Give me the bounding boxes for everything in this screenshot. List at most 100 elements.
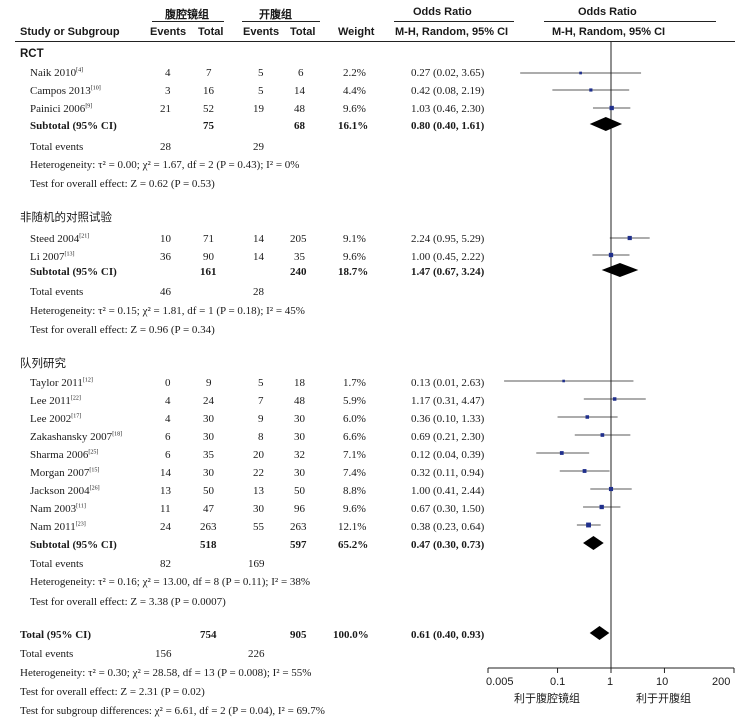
weight: 9.1% [343,233,366,245]
weight-col-header: Weight [338,26,375,38]
or-ci: 0.42 (0.08, 2.19) [411,85,485,97]
total-events2: 169 [248,558,265,570]
events2: 20 [253,449,264,461]
or-ci: 0.36 (0.10, 1.33) [411,413,485,425]
weight: 7.4% [343,467,366,479]
subtotal-ci: 0.80 (0.40, 1.61) [411,120,485,132]
events2: 5 [258,377,264,389]
total-events-label: Total events [30,558,84,570]
subtotal-diamond [601,263,639,277]
or-ci: 0.38 (0.23, 0.64) [411,521,485,533]
point-estimate-marker [559,451,564,455]
events2: 8 [258,431,264,443]
total-events1: 82 [160,558,171,570]
subtotal-diamond [583,536,604,550]
events2: 5 [258,85,264,97]
study-ref: [18] [112,431,123,438]
study-ref: [10] [90,85,101,92]
events1-col-header: Events [150,26,187,38]
subtotal-ci: 1.47 (0.67, 3.24) [411,266,485,278]
point-estimate-marker [608,486,614,492]
total2: 6 [298,67,304,79]
events2: 22 [253,467,264,479]
subtotal-label: Subtotal (95% CI) [30,539,117,551]
total1: 52 [203,103,214,115]
events2: 5 [258,67,264,79]
odds-ratio-header-right: Odds Ratio [578,6,637,18]
study-ref: [13] [64,251,75,258]
study-name: Steed 2004 [30,233,80,245]
study-ref: [17] [71,413,82,420]
study-name: Taylor 2011 [30,377,83,389]
overall-ci: 0.61 (0.40, 0.93) [411,629,485,641]
events1: 14 [160,467,171,479]
point-estimate-marker [579,71,582,75]
total-events2: 28 [253,286,264,298]
study-name: Nam 2003 [30,503,77,515]
point-estimate-marker [585,415,590,419]
events2: 19 [253,103,264,115]
method-left-col-header: M-H, Random, 95% CI [395,26,509,38]
or-ci: 0.32 (0.11, 0.94) [411,467,484,479]
total2: 18 [294,377,305,389]
study-name: Morgan 2007 [30,467,90,479]
study-name: Campos 2013 [30,85,91,97]
total2: 30 [294,467,305,479]
or-ci: 0.69 (0.21, 2.30) [411,431,485,443]
section-title: RCT [20,48,44,60]
header-bottom-rule [15,41,735,42]
overall-events-label: Total events [20,648,74,660]
or-ci: 1.00 (0.45, 2.22) [411,251,485,263]
overall-events1: 156 [155,648,172,660]
total1: 30 [203,467,214,479]
study-name: Naik 2010 [30,67,77,79]
events1: 4 [165,395,171,407]
point-estimate-marker [608,252,614,258]
overall-total2: 905 [290,629,307,641]
point-estimate-marker [589,88,593,92]
total2: 263 [290,521,307,533]
axis-tick-label: 10 [656,676,669,688]
subgroup-differences: Test for subgroup differences: χ² = 6.61… [20,705,325,717]
total2: 32 [294,449,305,461]
total1: 90 [203,251,214,263]
subtotal-weight: 18.7% [338,266,369,278]
point-estimate-marker [562,379,565,383]
total1-col-header: Total [198,26,224,38]
study-ref: [22] [70,395,81,402]
study-ref: [26] [89,485,100,492]
overall-effect-test: Test for overall effect: Z = 2.31 (P = 0… [20,686,205,698]
total1: 24 [203,395,214,407]
weight: 4.4% [343,85,366,97]
overall-effect: Test for overall effect: Z = 0.62 (P = 0… [30,178,215,190]
section-title: 队列研究 [20,358,66,370]
study-name: Painici 2006 [30,103,86,115]
events1: 0 [165,377,171,389]
subtotal-weight: 65.2% [338,539,369,551]
study-name: Lee 2002 [30,413,72,425]
favours-right-label: 利于开腹组 [636,692,691,705]
overall-weight: 100.0% [333,629,369,641]
study-name: Nam 2011 [30,521,76,533]
events2: 14 [253,251,264,263]
study-ref: [15] [89,467,100,474]
total2: 48 [294,395,305,407]
weight: 8.8% [343,485,366,497]
or-ci: 0.12 (0.04, 0.39) [411,449,485,461]
total-events-label: Total events [30,286,84,298]
subtotal-label: Subtotal (95% CI) [30,266,117,278]
events2: 13 [253,485,264,497]
point-estimate-marker [582,469,587,473]
overall-effect: Test for overall effect: Z = 3.38 (P = 0… [30,596,226,608]
subtotal-total2: 240 [290,266,307,278]
study-name: Zakashansky 2007 [30,431,113,443]
study-ref: [12] [82,377,93,384]
study-name: Lee 2011 [30,395,71,407]
or-ci: 1.03 (0.46, 2.30) [411,103,485,115]
events1: 10 [160,233,171,245]
events1: 24 [160,521,171,533]
events1: 6 [165,431,171,443]
weight: 6.0% [343,413,366,425]
weight: 6.6% [343,431,366,443]
total-events2: 29 [253,141,264,153]
